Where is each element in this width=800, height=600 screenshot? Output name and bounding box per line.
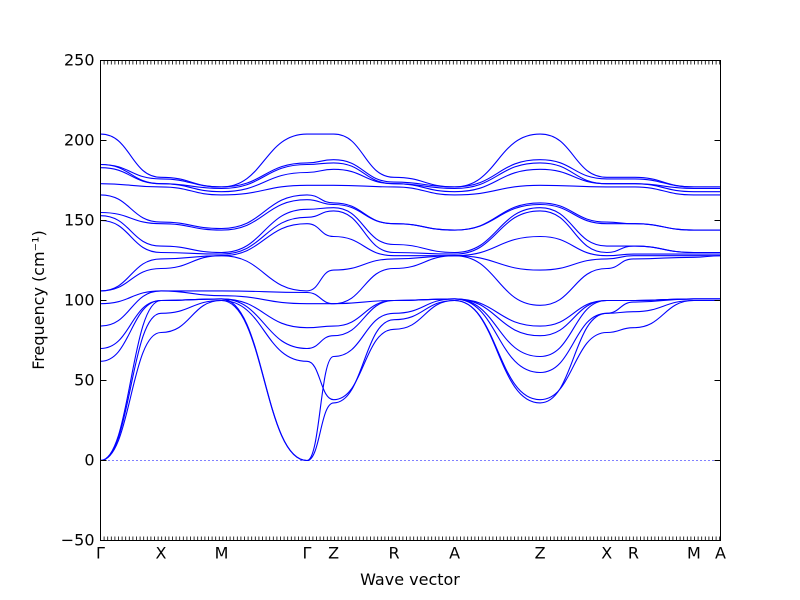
branch-18 <box>100 133 721 188</box>
kpoint-label: Z <box>328 544 339 563</box>
branch-14 <box>100 183 721 196</box>
kpoint-label: M <box>215 544 229 563</box>
kpoint-label: Γ <box>303 544 312 563</box>
dispersion-branches <box>100 133 721 462</box>
x-axis-label: Wave vector <box>360 570 460 589</box>
kpoint-label: R <box>628 544 639 563</box>
y-tick-label: −50 <box>61 531 95 550</box>
kpoint-label: M <box>687 544 701 563</box>
y-tick-label: 0 <box>84 451 94 470</box>
kpoint-label: A <box>715 544 726 563</box>
branch-2 <box>100 299 721 462</box>
kpoint-label: R <box>389 544 400 563</box>
kpoint-label: X <box>156 544 167 563</box>
branch-8 <box>100 255 721 292</box>
branch-6 <box>100 290 721 327</box>
kpoint-label: A <box>449 544 460 563</box>
y-tick-label: 150 <box>64 211 95 230</box>
branch-13 <box>100 194 721 231</box>
branch-1 <box>100 299 721 462</box>
y-tick-label: 200 <box>64 131 95 150</box>
kpoint-label: Γ <box>96 544 105 563</box>
branch-7 <box>100 255 721 306</box>
branch-4 <box>100 298 721 362</box>
y-axis-ticks: −50 0 50 100 150 200 250 <box>61 51 721 550</box>
branch-11 <box>100 207 721 254</box>
branch-10 <box>100 210 721 255</box>
y-axis-label: Frequency (cm⁻¹) <box>29 230 48 369</box>
branch-16 <box>100 162 721 190</box>
y-tick-label: 100 <box>64 291 95 310</box>
y-tick-label: 50 <box>74 371 94 390</box>
plot-frame <box>100 60 721 541</box>
kpoint-label: Z <box>535 544 546 563</box>
branch-3 <box>100 298 721 462</box>
branch-9 <box>100 223 721 292</box>
y-tick-label: 250 <box>64 51 95 70</box>
kpoint-label: X <box>601 544 612 563</box>
